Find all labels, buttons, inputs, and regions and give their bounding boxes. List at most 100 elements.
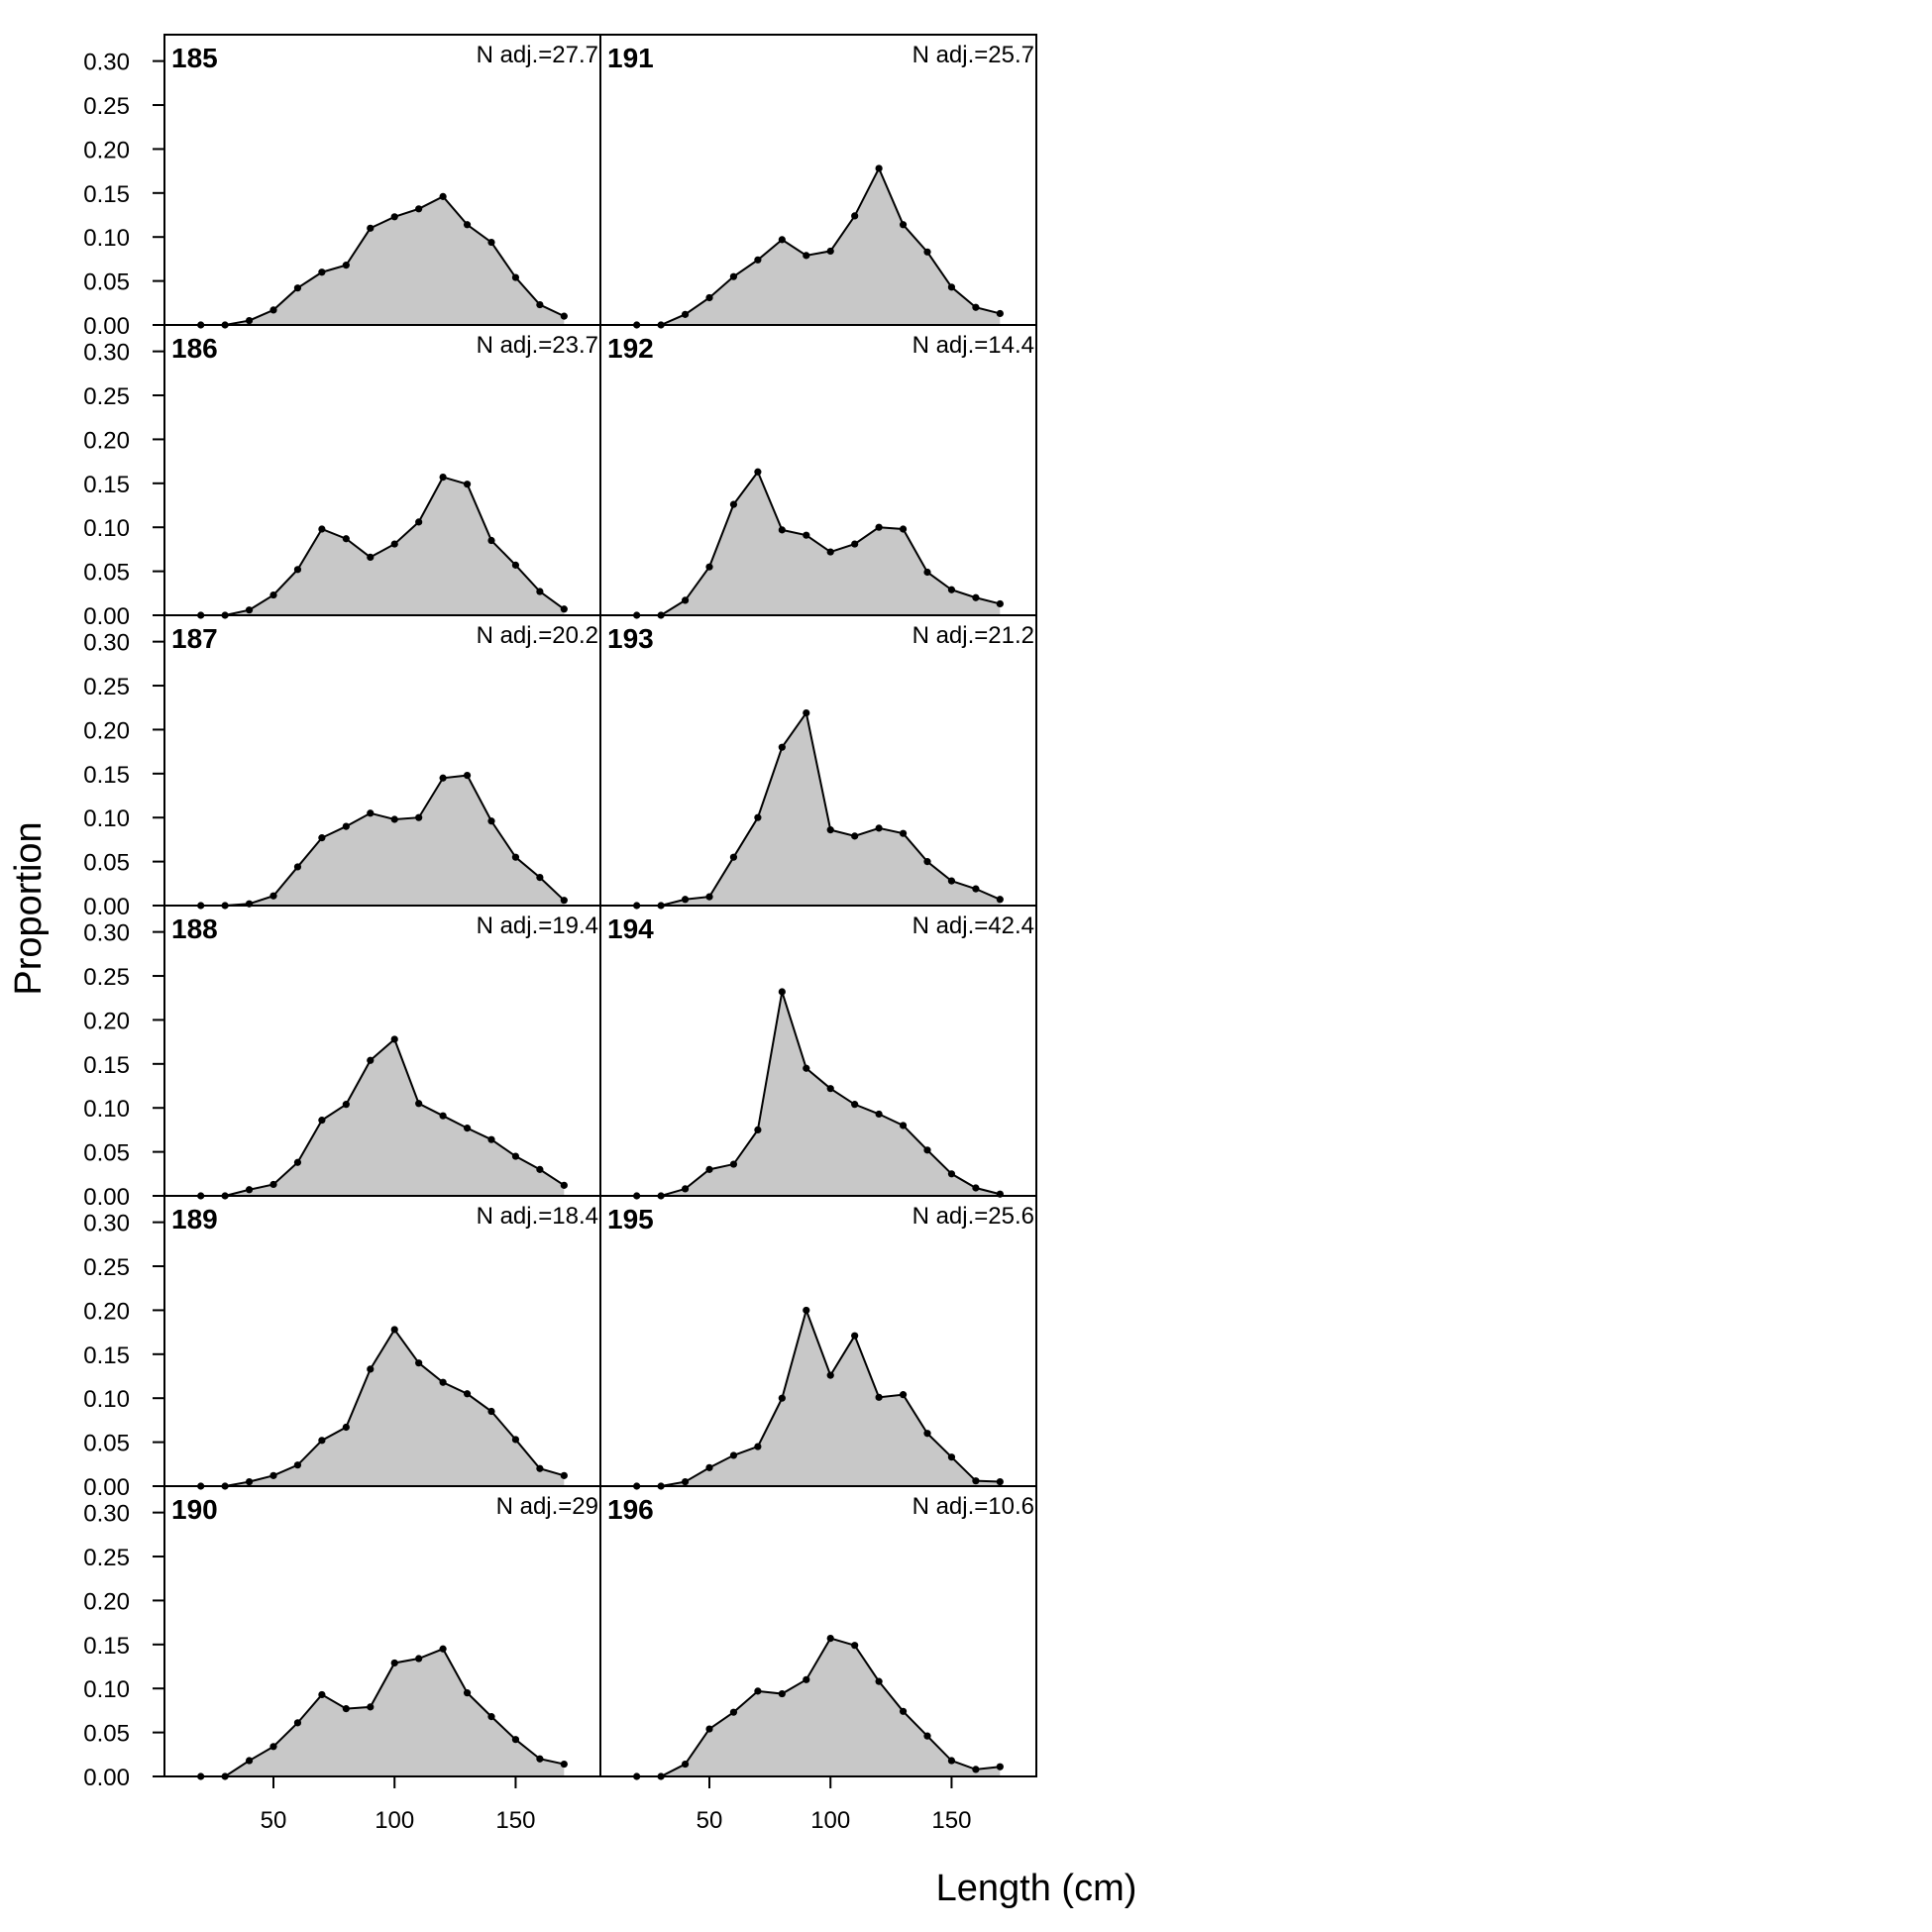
y-tick-label: 0.00 — [83, 1184, 130, 1211]
data-point — [269, 306, 277, 314]
data-point — [463, 1390, 472, 1398]
area-fill — [636, 1638, 1001, 1776]
y-tick-label: 0.15 — [83, 762, 130, 789]
data-point — [996, 309, 1004, 318]
panel-185: 185 N adj.=27.7 0.00 0.05 0.10 0.15 0.20 0.25 0.… — [83, 34, 601, 340]
data-point — [560, 312, 568, 320]
data-point — [778, 988, 786, 996]
y-tick-label: 0.20 — [83, 1008, 130, 1034]
data-point — [390, 540, 398, 548]
data-point — [875, 1677, 883, 1685]
data-point — [947, 586, 956, 593]
y-tick-label: 0.25 — [83, 1545, 130, 1571]
x-tick-label: 50 — [261, 1807, 287, 1834]
data-point — [972, 303, 980, 311]
y-tick-label: 0.05 — [83, 850, 130, 877]
y-tick-label: 0.00 — [83, 313, 130, 340]
data-point — [536, 588, 544, 595]
data-point — [705, 1165, 713, 1173]
y-tick-label: 0.20 — [83, 1588, 130, 1615]
data-point — [923, 1732, 931, 1740]
data-point — [536, 1464, 544, 1472]
panel-label: 188 — [171, 913, 218, 944]
data-point — [826, 548, 834, 556]
data-point — [778, 526, 786, 534]
data-point — [342, 262, 350, 269]
area-fill — [200, 1038, 565, 1196]
data-point — [415, 1100, 423, 1108]
panel-187: 187 N adj.=20.2 0.00 0.05 0.10 0.15 0.20 0.25 0.… — [83, 614, 601, 920]
y-tick-label: 0.25 — [83, 964, 130, 991]
data-point — [754, 468, 762, 476]
series-line — [200, 1648, 565, 1777]
data-point — [536, 1165, 544, 1173]
data-point — [705, 1725, 713, 1733]
data-point — [681, 896, 690, 904]
data-point — [947, 283, 956, 291]
data-point — [851, 212, 859, 220]
data-point — [899, 1122, 908, 1129]
panel-label: 189 — [171, 1204, 218, 1234]
data-point — [342, 822, 350, 830]
x-axis-title: Length (cm) — [936, 1868, 1137, 1909]
data-point — [923, 1146, 931, 1154]
data-point — [875, 1393, 883, 1401]
data-point — [367, 224, 375, 232]
data-point — [681, 1185, 690, 1193]
data-point — [972, 885, 980, 893]
y-tick-label: 0.20 — [83, 427, 130, 454]
panel-label: 196 — [607, 1494, 654, 1525]
y-tick-label: 0.15 — [83, 1633, 130, 1660]
n-adj-label: N adj.=14.4 — [912, 332, 1034, 359]
y-tick-label: 0.00 — [83, 603, 130, 630]
panel-label: 191 — [607, 43, 654, 73]
data-point — [947, 1453, 956, 1461]
data-point — [269, 892, 277, 900]
y-tick-label: 0.30 — [83, 340, 130, 367]
series-line — [200, 1037, 565, 1197]
data-point — [729, 272, 738, 280]
data-point — [439, 774, 447, 782]
data-point — [560, 605, 568, 613]
data-point — [293, 1158, 302, 1166]
data-point — [318, 1690, 326, 1699]
data-point — [511, 1736, 520, 1744]
data-point — [803, 1675, 810, 1683]
data-point — [511, 273, 520, 281]
plot-area: 185 N adj.=27.7 0.00 0.05 0.10 0.15 0.20 0.25 0.… — [83, 34, 1037, 1834]
data-point — [996, 896, 1004, 904]
data-point — [947, 877, 956, 885]
data-point — [875, 824, 883, 832]
y-tick-label: 0.20 — [83, 1298, 130, 1325]
panel-186: 186 N adj.=23.7 0.00 0.05 0.10 0.15 0.20 0.25 0.… — [83, 324, 601, 630]
data-point — [560, 897, 568, 905]
data-point — [269, 590, 277, 599]
n-adj-label: N adj.=25.6 — [912, 1203, 1034, 1230]
data-point — [245, 316, 254, 325]
data-point — [245, 1186, 254, 1194]
data-point — [415, 1655, 423, 1663]
data-point — [293, 1461, 302, 1469]
data-point — [851, 1332, 859, 1340]
panel-194: 194 N adj.=42.4 — [599, 905, 1037, 1200]
data-point — [536, 300, 544, 309]
data-point — [681, 1760, 690, 1769]
panel-frame — [599, 1485, 1037, 1777]
data-point — [463, 221, 472, 229]
series-line — [200, 774, 566, 907]
series-line — [636, 165, 1001, 326]
data-point — [293, 566, 302, 574]
data-point — [875, 1110, 883, 1119]
data-point — [875, 164, 883, 172]
data-point — [342, 1423, 350, 1432]
data-point — [318, 1117, 326, 1125]
data-point — [390, 1659, 398, 1667]
y-tick-label: 0.05 — [83, 1431, 130, 1457]
n-adj-label: N adj.=18.4 — [477, 1203, 598, 1230]
data-point — [899, 1707, 908, 1715]
data-point — [972, 1766, 980, 1773]
data-point — [778, 1689, 786, 1698]
series-line — [636, 1637, 1001, 1777]
data-point — [826, 1635, 834, 1643]
data-point — [875, 523, 883, 531]
